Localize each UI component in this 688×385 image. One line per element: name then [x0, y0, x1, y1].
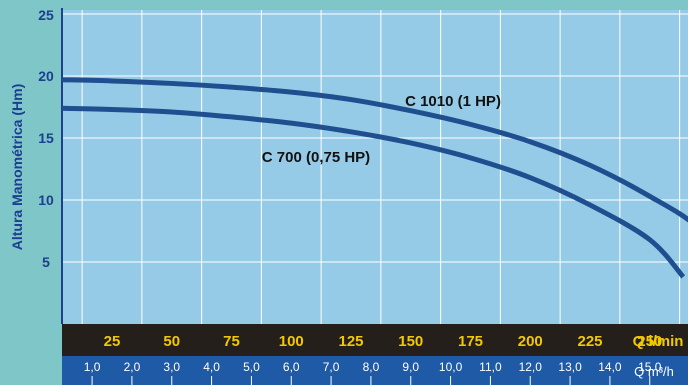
m3h-tick-label: 2,0: [124, 360, 141, 374]
m3h-tick-label: 10,0: [439, 360, 463, 374]
lpm-band: [62, 324, 688, 356]
m3h-tick-label: 7,0: [323, 360, 340, 374]
series-label-c700: C 700 (0,75 HP): [262, 149, 370, 166]
y-tick-label: 20: [38, 68, 54, 84]
lpm-tick-label: 100: [279, 333, 304, 350]
lpm-tick-labels: 25 50 75 100 125 150 175 200 225 250: [104, 333, 663, 350]
m3h-tick-label: 13,0: [558, 360, 582, 374]
series-label-c1010: C 1010 (1 HP): [405, 93, 501, 110]
m3h-tick-label: 5,0: [243, 360, 260, 374]
lpm-tick-label: 25: [104, 333, 121, 350]
m3h-band: [62, 356, 688, 385]
lpm-tick-label: 250: [637, 333, 662, 350]
y-tick-label: 25: [38, 7, 54, 23]
lpm-unit-label: Q l/min: [633, 333, 684, 350]
y-tick-label: 10: [38, 192, 54, 208]
y-tick-labels: 5 10 15 20 25: [38, 7, 54, 270]
lpm-tick-label: 150: [398, 333, 423, 350]
lpm-tick-label: 175: [458, 333, 483, 350]
lpm-tick-label: 125: [338, 333, 363, 350]
m3h-tick-label: 3,0: [163, 360, 180, 374]
series-line-c700: [61, 105, 686, 279]
series-line-c1010: [61, 77, 688, 223]
m3h-unit-label: Q m³/h: [634, 364, 674, 379]
lpm-tick-label: 50: [163, 333, 180, 350]
y-tick-label: 15: [38, 130, 54, 146]
m3h-tick-label: 12,0: [519, 360, 543, 374]
m3h-tick-label: 9,0: [402, 360, 419, 374]
m3h-tick-label: 8,0: [363, 360, 380, 374]
m3h-tick-label: 6,0: [283, 360, 300, 374]
series-lines: [61, 77, 688, 279]
lpm-tick-label: 225: [577, 333, 602, 350]
m3h-tick-label: 14,0: [598, 360, 622, 374]
m3h-tick-label: 1,0: [84, 360, 101, 374]
y-tick-label: 5: [42, 254, 50, 270]
m3h-tick-label: 15,0: [638, 360, 662, 374]
y-axis-label: Altura Manométrica (Hm): [9, 84, 25, 250]
plot-area: [62, 10, 688, 324]
m3h-tick-label: 11,0: [479, 360, 502, 374]
lpm-tick-label: 200: [518, 333, 543, 350]
m3h-tick-label: 4,0: [203, 360, 220, 374]
m3h-tick-labels: 1,0 2,0 3,0 4,0 5,0 6,0 7,0 8,0 9,0 10,0 11,0 12,0 1…: [84, 360, 662, 385]
lpm-tick-label: 75: [223, 333, 240, 350]
